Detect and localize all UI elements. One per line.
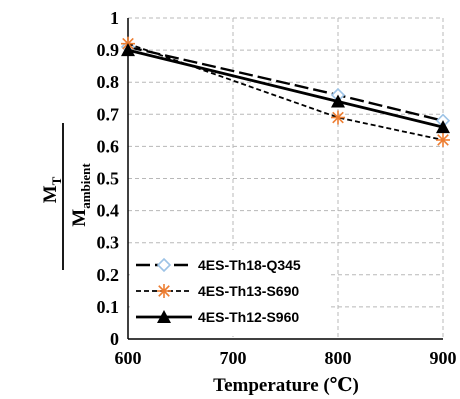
x-axis-title: Temperature (℃) — [213, 375, 359, 396]
legend-label: 4ES-Th12-S960 — [198, 309, 299, 325]
y-tick-label: 0.4 — [97, 201, 120, 221]
y-tick-label: 0.2 — [97, 265, 120, 285]
legend-item: 4ES-Th12-S960 — [136, 309, 299, 325]
y-tick-label: 0.3 — [97, 233, 120, 253]
x-tick-label: 900 — [430, 348, 457, 368]
y-tick-label: 1 — [110, 8, 119, 28]
series-2 — [121, 36, 450, 147]
y-tick-label: 0.7 — [97, 104, 120, 124]
x-tick-label: 600 — [115, 348, 142, 368]
x-tick-label: 700 — [220, 348, 247, 368]
y-tick-label: 0.6 — [97, 136, 120, 156]
y-tick-label: 0.1 — [97, 297, 120, 317]
data-point-triangle — [121, 43, 135, 57]
y-tick-label: 0.8 — [97, 72, 120, 92]
y-tick-label: 0.5 — [97, 169, 120, 189]
data-point-asterisk — [331, 110, 345, 125]
series-layer — [120, 36, 451, 147]
data-point-triangle — [436, 120, 450, 134]
legend-label: 4ES-Th18-Q345 — [198, 257, 301, 273]
data-point-triangle — [157, 310, 171, 323]
series-3 — [121, 43, 450, 134]
data-point-triangle — [331, 94, 345, 108]
series-line — [127, 48, 444, 129]
legend: 4ES-Th18-Q345 4ES-Th13-S690 4ES-Th12-S960 — [130, 250, 330, 336]
data-point-asterisk — [436, 132, 450, 147]
y-axis-title: MT Mambient — [40, 123, 93, 270]
y-tick-label: 0.9 — [97, 40, 120, 60]
axes-layer — [127, 18, 443, 340]
data-point-asterisk — [157, 284, 171, 298]
series-line — [127, 45, 444, 122]
legend-label: 4ES-Th13-S690 — [198, 283, 299, 299]
ticks-layer: 0 0.1 0.2 0.3 0.4 0.5 0.6 0.7 0.8 0.9 1 600 700 800 90… — [97, 8, 457, 368]
y-axis-denominator: Mambient — [69, 163, 93, 227]
legend-item: 4ES-Th18-Q345 — [136, 257, 301, 273]
y-tick-label: 0 — [110, 329, 119, 349]
y-axis-numerator: MT — [40, 176, 64, 203]
data-point-diamond — [156, 257, 172, 273]
legend-item: 4ES-Th13-S690 — [136, 283, 299, 299]
x-tick-label: 800 — [325, 348, 352, 368]
